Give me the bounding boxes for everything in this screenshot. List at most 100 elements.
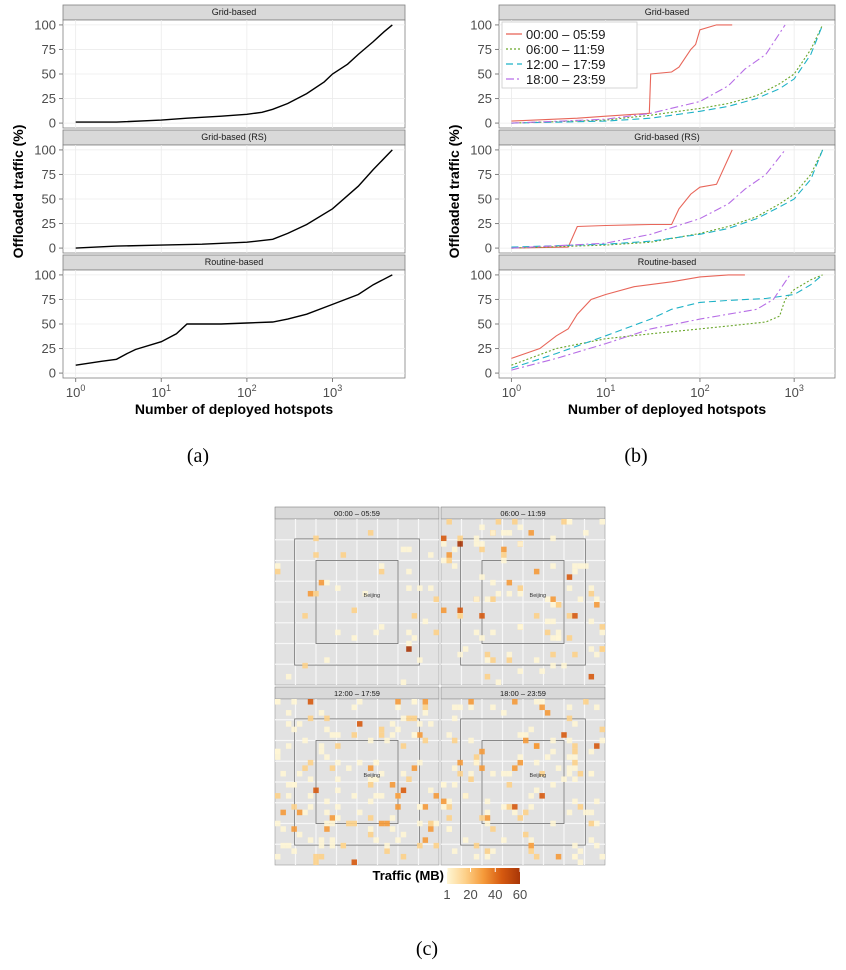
heat-cell (307, 759, 314, 766)
heat-cell (433, 820, 439, 827)
heat-cell (495, 590, 502, 597)
heat-cell (313, 853, 319, 860)
heat-cell (357, 809, 363, 816)
heat-cell (411, 699, 418, 705)
heat-cell (285, 743, 292, 749)
y-axis-label: Offloaded traffic (%) (446, 125, 462, 259)
heat-cell (280, 842, 286, 849)
heat-cell (506, 782, 513, 788)
heat-cell (373, 759, 379, 766)
heat-cell (313, 859, 319, 865)
heat-cell (479, 541, 485, 547)
heat-cell (428, 820, 434, 827)
heat-cell (335, 776, 341, 782)
map-city-label: Beijing (530, 593, 547, 599)
heat-cell (446, 519, 452, 525)
x-tick-label: 103 (784, 383, 803, 400)
heat-cell (307, 837, 314, 843)
heat-cell (479, 613, 485, 619)
heat-cell (275, 853, 281, 860)
heat-cell (528, 793, 534, 799)
heat-cell (577, 804, 584, 810)
x-tick-label: 102 (237, 383, 256, 400)
heat-cell (329, 837, 336, 843)
heat-cell (561, 519, 567, 525)
heat-cell (583, 563, 589, 569)
heat-cell (406, 585, 412, 591)
heat-cell (351, 732, 357, 738)
y-tick-label: 50 (42, 192, 56, 207)
heat-cell (307, 793, 314, 799)
heat-cell (446, 552, 452, 558)
heat-cell (566, 585, 573, 591)
heat-cell (577, 596, 584, 602)
map-panel-2: 06:00 – 11:59 Beijing (440, 506, 606, 686)
heat-cell (389, 815, 396, 821)
heat-cell (523, 809, 529, 816)
heat-cell (357, 721, 363, 727)
panel-title: Grid-based (212, 7, 257, 17)
heat-cell (484, 651, 491, 658)
heat-cell (335, 815, 341, 821)
heat-cell (441, 607, 447, 614)
heat-cell (550, 748, 556, 755)
heat-cell (517, 624, 523, 630)
heat-cell (572, 754, 578, 760)
heat-cell (433, 842, 439, 849)
heat-cell (517, 585, 523, 591)
y-tick-label: 25 (478, 91, 492, 106)
series-line (511, 274, 823, 366)
heat-cell (479, 524, 485, 531)
heat-cell (572, 853, 578, 860)
heat-cell (468, 737, 474, 744)
heat-cell (378, 770, 385, 777)
panel-b-2: Grid-based (RS) 0 25 50 75 100 (470, 129, 836, 256)
heat-cell (346, 765, 352, 771)
heat-cell (378, 820, 385, 827)
heat-cell (528, 848, 534, 854)
heat-cell (550, 651, 556, 658)
heat-cell (324, 726, 330, 733)
map-ring-road (460, 718, 586, 846)
heat-cell (451, 765, 458, 771)
panel-a-1: Grid-based 0 25 50 75 100 (34, 4, 406, 131)
heat-cell (594, 842, 600, 849)
heat-cell (367, 782, 374, 788)
x-tick-label: 102 (690, 383, 709, 400)
heat-cell (441, 798, 447, 805)
heat-cell (544, 618, 551, 625)
heat-cell (378, 732, 385, 738)
heat-cell (362, 590, 368, 597)
heat-cell (313, 552, 319, 558)
series-line (511, 149, 824, 248)
heat-cell (490, 579, 496, 586)
y-tick-label: 50 (478, 317, 492, 332)
heat-cell (428, 585, 434, 591)
heat-cell (351, 635, 357, 641)
heat-cell (533, 853, 540, 860)
heat-cell (577, 859, 584, 865)
heat-cell (517, 524, 523, 531)
heat-cell (490, 530, 496, 536)
heat-cell (566, 715, 573, 722)
heat-cell (539, 704, 545, 711)
heat-cell (468, 770, 474, 777)
heat-cell (446, 798, 452, 805)
heat-cell (428, 787, 434, 794)
heat-cell (318, 842, 325, 849)
heat-cell (550, 782, 556, 788)
heat-cell (577, 848, 584, 854)
heat-cell (501, 557, 507, 564)
heat-cell (285, 842, 292, 849)
series-line (75, 24, 393, 123)
heat-cell (324, 754, 330, 760)
heat-cell (473, 853, 480, 860)
heat-cell (495, 519, 502, 525)
heat-cell (484, 596, 491, 602)
map-panel-3: 12:00 – 17:59 Beijing (274, 686, 440, 866)
heat-cell (384, 737, 390, 744)
heat-cell (400, 679, 407, 685)
heat-cell (446, 826, 452, 832)
heat-cell (324, 809, 330, 816)
